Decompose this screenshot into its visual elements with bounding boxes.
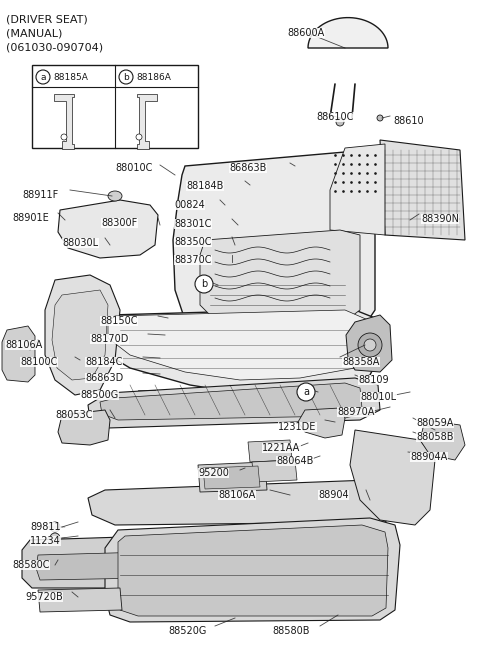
Polygon shape [200, 230, 360, 325]
Ellipse shape [108, 191, 122, 201]
Text: 88610: 88610 [393, 116, 424, 126]
Text: b: b [123, 73, 129, 81]
Text: 88186A: 88186A [136, 73, 171, 81]
Text: 88301C: 88301C [174, 219, 211, 229]
Text: 88106A: 88106A [5, 340, 42, 350]
Circle shape [358, 333, 382, 357]
Circle shape [336, 118, 344, 126]
Text: 88580B: 88580B [272, 626, 310, 636]
Text: 88106A: 88106A [218, 490, 255, 500]
Polygon shape [105, 518, 400, 622]
Circle shape [50, 533, 60, 543]
Text: 88904: 88904 [318, 490, 348, 500]
Polygon shape [346, 315, 392, 372]
Text: 89811: 89811 [30, 522, 60, 532]
Text: 00824: 00824 [174, 200, 205, 210]
Text: 88185A: 88185A [53, 73, 88, 81]
Text: 1221AA: 1221AA [262, 443, 300, 453]
Polygon shape [108, 310, 368, 380]
Text: 88370C: 88370C [174, 255, 212, 265]
Circle shape [50, 522, 60, 532]
Polygon shape [45, 275, 120, 395]
Circle shape [297, 383, 315, 401]
Polygon shape [36, 552, 150, 580]
Text: 86863D: 86863D [85, 373, 123, 383]
Text: 88911F: 88911F [22, 190, 58, 200]
Text: 88030L: 88030L [62, 238, 98, 248]
Text: 88184C: 88184C [85, 357, 122, 367]
Polygon shape [54, 94, 74, 149]
Polygon shape [173, 152, 375, 360]
Circle shape [377, 115, 383, 121]
Circle shape [195, 275, 213, 293]
Text: 88904A: 88904A [410, 452, 447, 462]
Text: 88358A: 88358A [342, 357, 379, 367]
Text: 88390N: 88390N [421, 214, 459, 224]
Text: 88100C: 88100C [20, 357, 58, 367]
Text: 88059A: 88059A [416, 418, 454, 428]
Text: a: a [40, 73, 46, 81]
Polygon shape [38, 588, 122, 612]
Polygon shape [22, 536, 158, 588]
Text: 88350C: 88350C [174, 237, 212, 247]
Polygon shape [420, 420, 465, 460]
Circle shape [61, 134, 67, 140]
Text: a: a [303, 387, 309, 397]
Text: 86863B: 86863B [229, 163, 266, 173]
Text: 88520G: 88520G [168, 626, 206, 636]
Text: 88610C: 88610C [316, 112, 353, 122]
Text: 88053C: 88053C [55, 410, 93, 420]
Polygon shape [100, 383, 362, 420]
Polygon shape [248, 440, 292, 462]
Polygon shape [98, 308, 380, 395]
Polygon shape [2, 326, 35, 382]
Polygon shape [58, 200, 158, 258]
Text: 88300F: 88300F [101, 218, 137, 228]
Polygon shape [118, 525, 388, 616]
Polygon shape [52, 290, 108, 380]
Polygon shape [252, 460, 297, 482]
Text: 88150C: 88150C [100, 316, 137, 326]
Polygon shape [58, 410, 110, 445]
Polygon shape [88, 378, 380, 428]
Text: 88170D: 88170D [90, 334, 128, 344]
Text: 88580C: 88580C [12, 560, 49, 570]
Polygon shape [380, 140, 465, 240]
Circle shape [364, 339, 376, 351]
Polygon shape [298, 408, 345, 438]
Polygon shape [203, 466, 260, 489]
Circle shape [136, 134, 142, 140]
Text: (MANUAL): (MANUAL) [6, 28, 62, 38]
Text: 88901E: 88901E [12, 213, 49, 223]
Text: 88058B: 88058B [416, 432, 454, 442]
Polygon shape [137, 94, 157, 149]
Text: 88010L: 88010L [360, 392, 396, 402]
Polygon shape [88, 480, 400, 525]
Text: 88600A: 88600A [287, 28, 324, 38]
Polygon shape [308, 18, 388, 48]
Text: 88970A: 88970A [337, 407, 374, 417]
Text: 88109: 88109 [358, 375, 389, 385]
Text: b: b [201, 279, 207, 289]
Polygon shape [198, 462, 267, 492]
Text: (061030-090704): (061030-090704) [6, 42, 103, 52]
Text: 95200: 95200 [198, 468, 229, 478]
Polygon shape [350, 430, 435, 525]
Text: (DRIVER SEAT): (DRIVER SEAT) [6, 14, 88, 24]
Text: 1231DE: 1231DE [278, 422, 316, 432]
Text: 88064B: 88064B [276, 456, 313, 466]
Text: 88184B: 88184B [186, 181, 223, 191]
Text: 11234: 11234 [30, 536, 61, 546]
Polygon shape [330, 144, 385, 235]
Text: 88500G: 88500G [80, 390, 118, 400]
Bar [32, 65, 198, 148]
Text: 95720B: 95720B [25, 592, 63, 602]
Text: 88010C: 88010C [115, 163, 152, 173]
